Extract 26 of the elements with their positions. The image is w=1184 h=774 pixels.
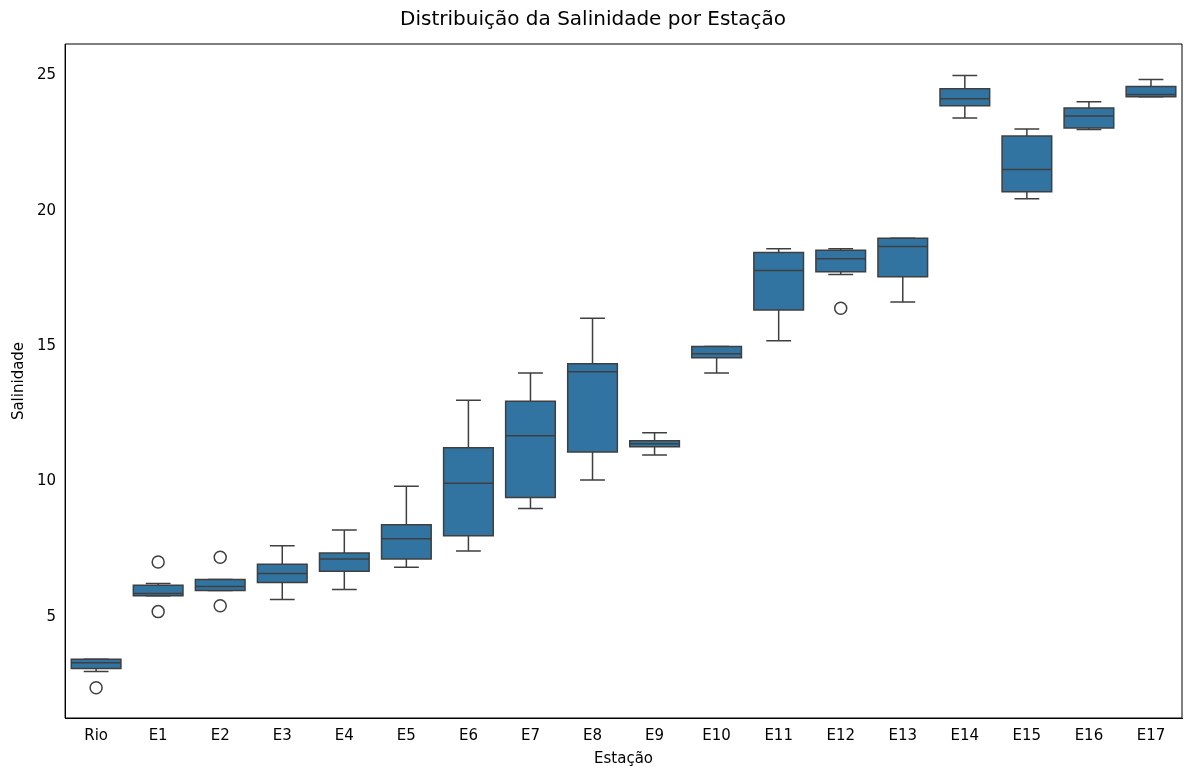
y-tick-label: 25	[36, 65, 57, 84]
x-tick-label: E2	[210, 725, 230, 744]
y-tick-label: 10	[36, 471, 57, 490]
x-tick-label: E15	[1012, 725, 1042, 744]
x-tick-label: E16	[1074, 725, 1104, 744]
x-tick-label: E11	[764, 725, 793, 744]
x-tick-label: E1	[148, 725, 168, 744]
x-tick-label: E8	[583, 725, 603, 744]
y-axis-title: Salinidade	[8, 341, 27, 421]
x-tick-label: E5	[396, 725, 416, 744]
x-tick-label: E9	[645, 725, 665, 744]
x-tick-label: Rio	[84, 725, 108, 744]
x-tick-label: E13	[888, 725, 918, 744]
y-tick-label: 5	[46, 606, 57, 625]
x-tick-label: E6	[458, 725, 478, 744]
chart-title: Distribuição da Salinidade por Estação	[400, 6, 786, 31]
y-tick-label: 15	[36, 335, 57, 354]
x-tick-label: E14	[950, 725, 980, 744]
x-tick-label: E17	[1136, 725, 1166, 744]
x-tick-label: E7	[520, 725, 540, 744]
x-tick-label: E12	[826, 725, 856, 744]
x-tick-label: E10	[702, 725, 731, 744]
y-tick-label: 20	[36, 200, 57, 219]
x-axis-title: Estação	[594, 748, 654, 767]
x-tick-label: E3	[272, 725, 292, 744]
x-tick-label: E4	[334, 725, 354, 744]
